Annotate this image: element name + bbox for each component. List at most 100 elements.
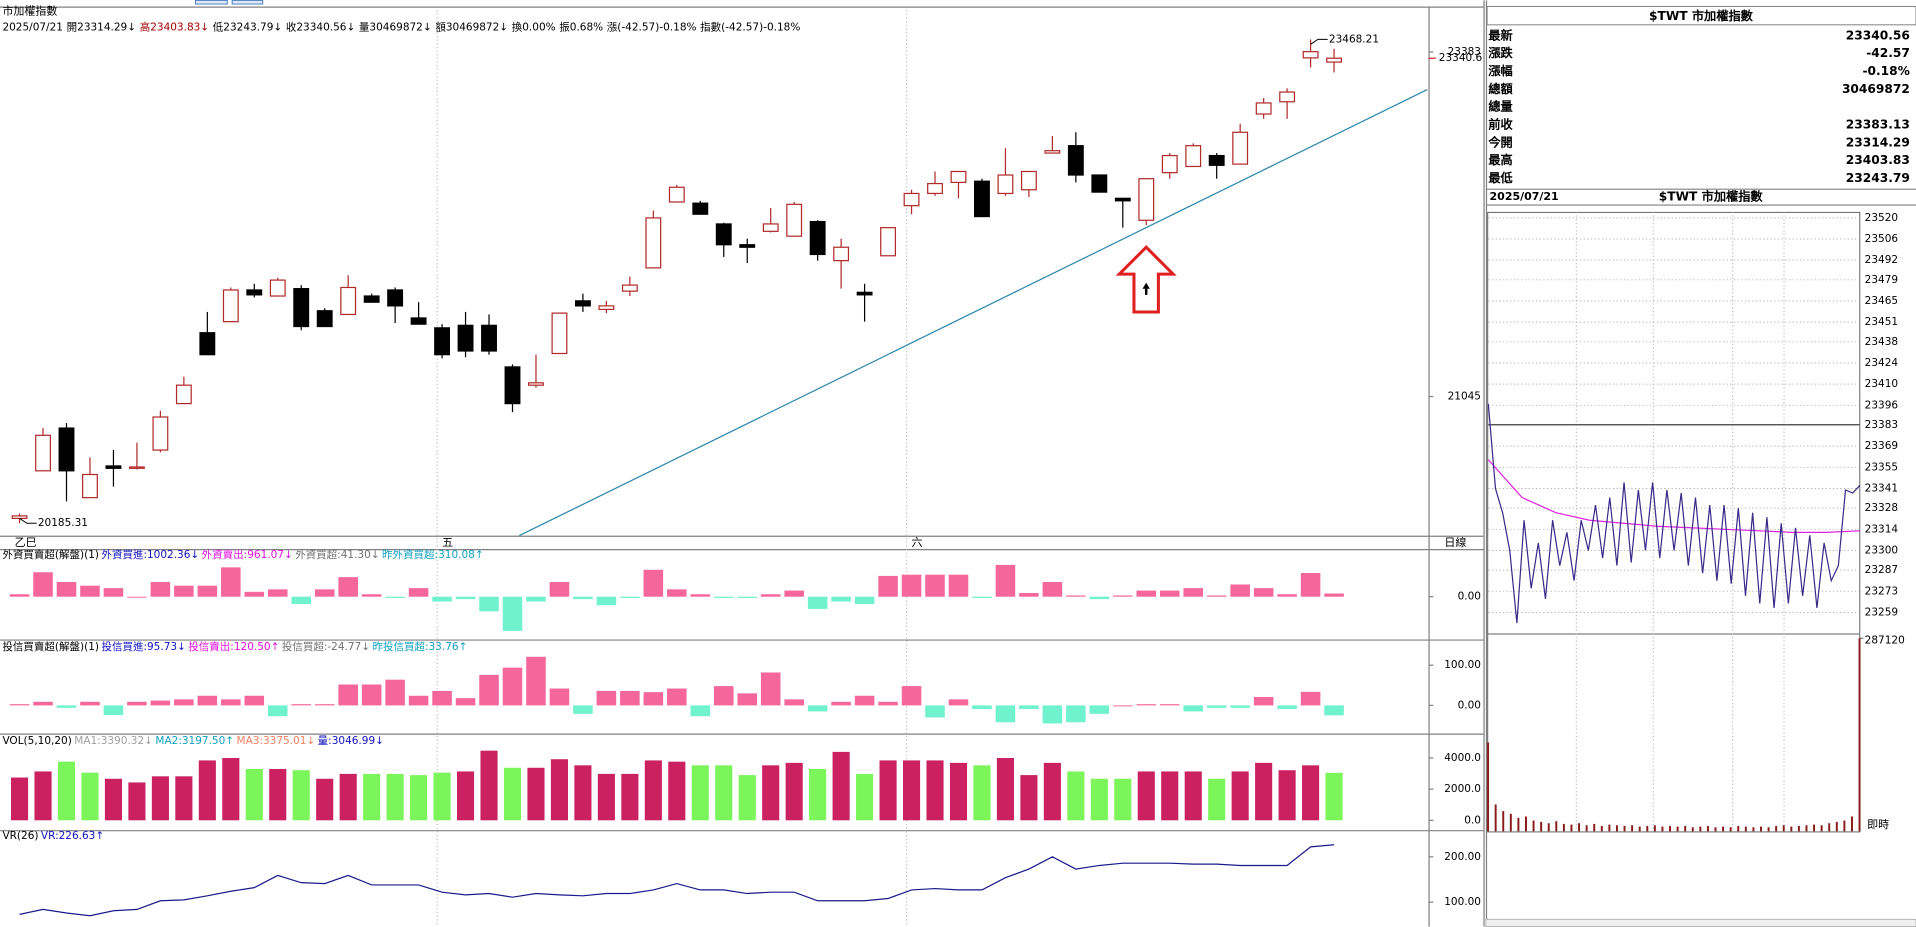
candle-body	[715, 223, 732, 246]
quote-label: 最低	[1488, 170, 1513, 185]
info-item: 2025/07/21	[2, 21, 63, 33]
trend-line	[519, 89, 1428, 537]
legend-item: 投信賣出:120.50↑	[188, 640, 279, 653]
y-tick-label: 23300	[1865, 544, 1898, 556]
panel-legend: VOL(5,10,20) MA1:3390.32↓ MA2:3197.50↑ MA3:…	[2, 735, 383, 747]
toolbar-tab[interactable]	[195, 0, 228, 5]
candle-body	[574, 300, 591, 307]
bar	[1114, 778, 1132, 821]
bar	[737, 596, 758, 598]
candle-body	[950, 170, 967, 183]
legend-item: 昨外資買超:310.08↑	[382, 548, 484, 561]
bar	[9, 594, 30, 597]
y-tick-label: 23506	[1865, 233, 1899, 245]
bar	[502, 667, 523, 706]
bar	[198, 760, 216, 821]
info-item: 換0.00%	[512, 21, 556, 33]
bar	[1019, 705, 1039, 710]
volume-bar	[1797, 825, 1800, 832]
bar	[386, 773, 404, 821]
bar	[316, 778, 334, 821]
y-tick-label: 23383	[1865, 419, 1898, 431]
info-item: 收23340.56↓	[286, 20, 355, 33]
candle-body	[1161, 154, 1178, 174]
y-tick-label: 23287	[1865, 564, 1898, 576]
volume-bar	[1843, 820, 1846, 832]
candle-body	[434, 327, 451, 356]
quote-title: $TWT 市加權指數	[1649, 8, 1754, 23]
bar	[878, 701, 898, 706]
bar	[338, 684, 358, 706]
bar	[174, 585, 194, 597]
quote-label: 最高	[1488, 152, 1512, 167]
bar	[856, 773, 874, 821]
bar	[762, 765, 780, 821]
panel-legend: 外資買賣超(解盤)(1) 外資買進:1002.36↓ 外資賣出:961.07↓ 外資買…	[2, 548, 483, 561]
legend-item: 昨投信買超:33.76↑	[372, 640, 467, 653]
candle-body	[410, 317, 427, 325]
bar	[33, 701, 53, 706]
bar	[1113, 705, 1133, 707]
candle-body	[82, 473, 98, 499]
bar	[1020, 775, 1038, 821]
candle-body	[974, 180, 990, 218]
indicator-line	[19, 844, 1335, 917]
bar	[151, 776, 169, 821]
bar	[56, 582, 77, 597]
bar	[715, 765, 733, 821]
bar	[244, 591, 265, 597]
volume-bar	[1722, 826, 1725, 832]
bar	[1136, 704, 1157, 706]
bar	[150, 582, 171, 597]
bar	[1019, 593, 1039, 597]
candle-body	[1255, 102, 1272, 115]
bar	[643, 692, 664, 706]
volume-bar	[1691, 827, 1694, 832]
tab-bar[interactable]	[1485, 918, 1916, 927]
legend-item: 外資賣出:961.07↓	[202, 548, 293, 561]
bar	[244, 695, 265, 706]
bar	[197, 695, 218, 706]
candle-body	[35, 434, 51, 472]
arrow-icon	[1142, 282, 1150, 295]
bar	[1277, 594, 1297, 597]
candle-body	[58, 427, 75, 472]
bar	[385, 596, 405, 598]
bar	[433, 772, 451, 821]
quote-value: 23383.13	[1846, 118, 1910, 132]
candle-body	[668, 186, 685, 203]
bar	[245, 768, 263, 821]
low-label: 20185.31	[38, 517, 88, 529]
bar	[526, 596, 546, 602]
toolbar-tab[interactable]	[231, 0, 264, 5]
quote-value: -42.57	[1866, 46, 1910, 60]
volume-bar	[1729, 827, 1732, 832]
price-marker-label: 23340.6	[1439, 52, 1483, 64]
candle-body	[856, 291, 873, 296]
legend-item: 外資買超:41.30↓	[295, 548, 379, 561]
volume-bar	[1706, 825, 1709, 832]
quote-label: 漲跌	[1488, 45, 1513, 60]
bar	[784, 590, 804, 597]
bar	[854, 695, 875, 706]
bar	[479, 674, 499, 706]
bar	[620, 596, 640, 598]
candle-body	[1091, 174, 1108, 193]
bar	[1136, 590, 1157, 597]
bar	[760, 672, 781, 706]
time-label: 即時	[1867, 818, 1889, 831]
y-tick-label: 0.0	[1464, 814, 1481, 826]
volume-bar	[1623, 825, 1626, 832]
candle-body	[528, 382, 544, 386]
candle-body	[786, 203, 803, 237]
volume-bar	[1608, 824, 1611, 832]
bar	[503, 767, 522, 821]
bar	[34, 771, 52, 821]
candle-body	[481, 324, 497, 352]
bar	[1230, 705, 1250, 708]
bar	[925, 705, 945, 718]
bar	[291, 704, 312, 706]
volume-bar	[1752, 827, 1755, 832]
leader-line	[19, 517, 37, 524]
